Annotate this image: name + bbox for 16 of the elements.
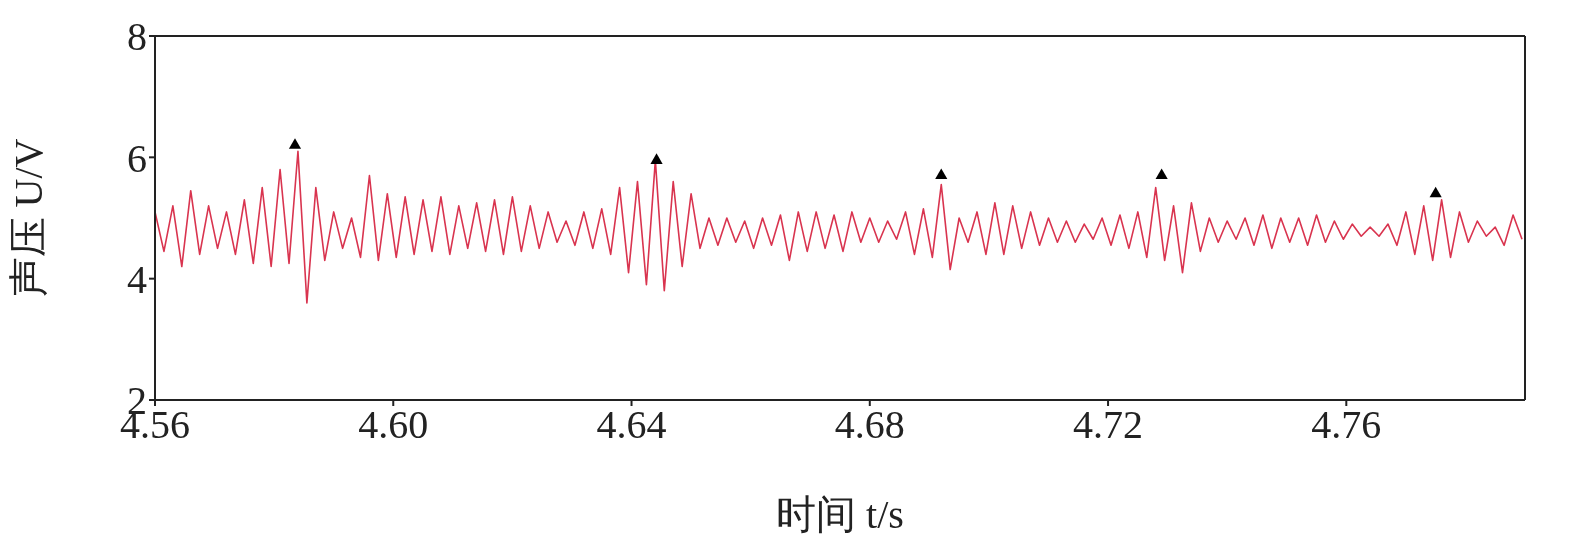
point [1429,186,1442,198]
x-tick-label: 4.60 [358,402,429,448]
y-tick-label: 4 [127,256,147,302]
point [935,168,948,180]
x-tick-label: 4.64 [596,402,667,448]
x-axis-title: 时间 t/s [776,492,904,537]
y-axis-title: 声压 U/V [6,138,52,298]
x-tick-label: 4.68 [834,402,905,448]
x-tick-label: 4.72 [1073,402,1144,448]
point [1155,168,1168,180]
x-tick-label: 4.76 [1311,402,1382,448]
y-tick-label: 6 [127,135,147,181]
line-series [155,150,1523,304]
point [288,138,302,149]
y-tick-label: 8 [127,14,147,60]
point [650,153,663,164]
